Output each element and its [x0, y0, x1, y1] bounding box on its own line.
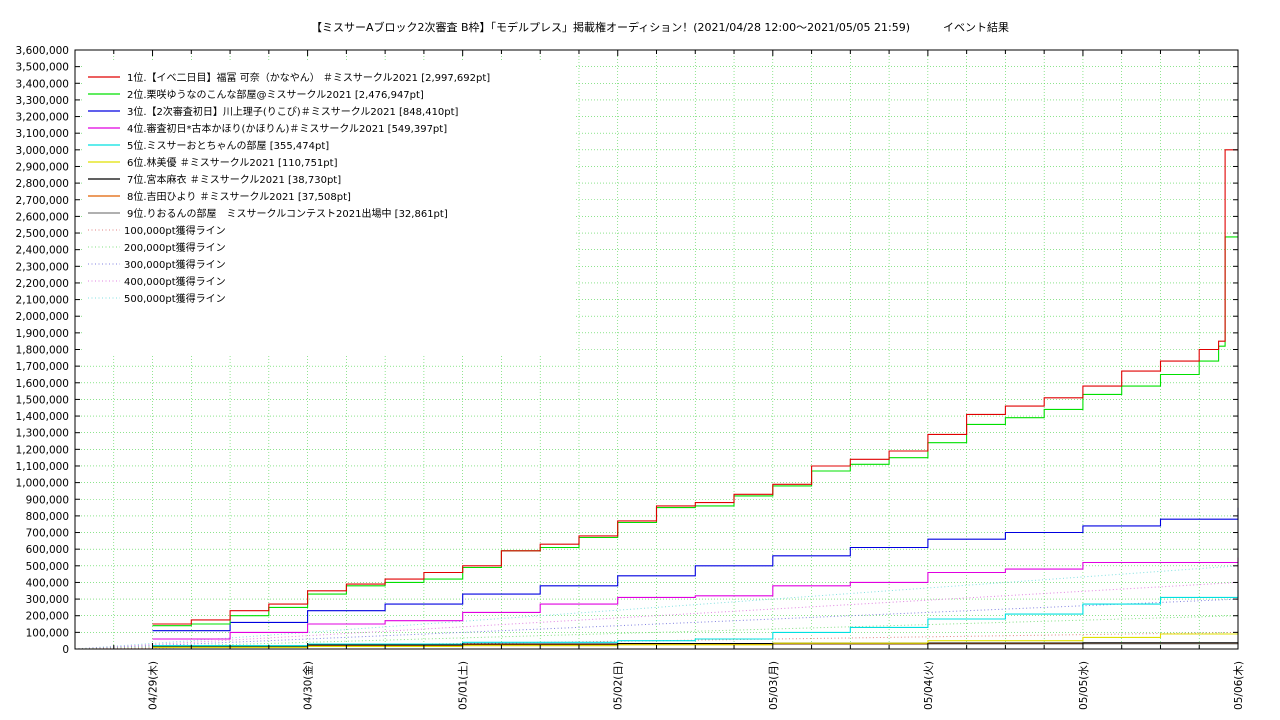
y-axis: 0 100,000 200,000 300,000 400,000 500,000 600,… — [16, 45, 1238, 656]
legend-entry: 2位.栗咲ゆうなのこんな部屋@ミスサークル2021 [2,476,947pt] — [88, 88, 424, 101]
chart-title: 【ミスサーAブロック2次審査 B枠】「モデルプレス」掲載権オーディション！(20… — [311, 20, 1009, 34]
legend-label: 2位.栗咲ゆうなのこんな部屋@ミスサークル2021 [2,476,947pt] — [127, 88, 424, 101]
legend-label: 6位.林美優 ＃ミスサークル2021 [110,751pt] — [127, 156, 338, 169]
legend-entry: 4位.審査初日*古本かほり(かほりん)＃ミスサークル2021 [549,397p… — [88, 122, 447, 135]
legend-entry: 300,000pt獲得ライン — [88, 258, 226, 271]
legend-label: 5位.ミスサーおとちゃんの部屋 [355,474pt] — [127, 139, 329, 152]
y-tick-label: 1,700,000 — [16, 361, 69, 373]
series-line-4 — [152, 557, 1239, 640]
legend-label: 9位.りおるんの部屋 ミスサークルコンテスト2021出場中 [32,861pt] — [127, 207, 448, 220]
y-tick-label: 3,100,000 — [16, 128, 69, 140]
y-tick-label: 2,700,000 — [16, 195, 69, 207]
y-tick-label: 400,000 — [26, 577, 69, 589]
y-tick-label: 1,800,000 — [16, 345, 69, 357]
legend: 1位.【イベ二日目】福冨 可奈（かなやん） ＃ミスサークル2021 [2,997… — [88, 71, 490, 305]
legend-entry: 7位.宮本麻衣 ＃ミスサークル2021 [38,730pt] — [88, 173, 341, 186]
x-tick-label: 05/03(月) — [768, 661, 780, 710]
y-tick-label: 1,600,000 — [16, 378, 69, 390]
y-tick-label: 0 — [62, 644, 69, 656]
series-line-1 — [152, 149, 1238, 625]
x-tick-label: 05/01(土) — [457, 661, 470, 710]
y-tick-label: 300,000 — [26, 594, 69, 606]
legend-label: 4位.審査初日*古本かほり(かほりん)＃ミスサークル2021 [549,397p… — [127, 122, 447, 135]
y-tick-label: 200,000 — [26, 611, 69, 623]
y-tick-label: 3,500,000 — [16, 62, 69, 74]
y-tick-label: 2,900,000 — [16, 161, 69, 173]
legend-background — [82, 60, 574, 356]
x-tick-label: 05/05(水) — [1078, 661, 1090, 710]
y-tick-label: 2,300,000 — [16, 261, 69, 273]
y-tick-label: 100,000 — [26, 627, 69, 639]
legend-label: 3位.【2次審査初日】川上理子(りこぴ)＃ミスサークル2021 [848,410… — [127, 105, 459, 118]
legend-entry: 500,000pt獲得ライン — [88, 292, 226, 305]
y-tick-label: 1,400,000 — [16, 411, 69, 423]
y-tick-label: 1,000,000 — [16, 478, 69, 490]
series-line-3 — [152, 507, 1239, 632]
legend-entry: 5位.ミスサーおとちゃんの部屋 [355,474pt] — [88, 139, 329, 152]
legend-entry: 1位.【イベ二日目】福冨 可奈（かなやん） ＃ミスサークル2021 [2,997… — [88, 71, 490, 84]
reference-line-2 — [74, 615, 1239, 650]
y-tick-label: 1,500,000 — [16, 394, 69, 406]
legend-label: 7位.宮本麻衣 ＃ミスサークル2021 [38,730pt] — [127, 173, 341, 186]
series-line-5 — [152, 589, 1239, 647]
legend-label: 200,000pt獲得ライン — [124, 241, 226, 254]
legend-entry: 9位.りおるんの部屋 ミスサークルコンテスト2021出場中 [32,861pt] — [88, 207, 448, 220]
y-tick-label: 600,000 — [26, 544, 69, 556]
y-tick-label: 2,200,000 — [16, 278, 69, 290]
y-tick-label: 1,300,000 — [16, 428, 69, 440]
x-axis: 04/29(木) 04/30(金) 05/01(土) 05/02(日) 05/03(月)… — [74, 50, 1245, 710]
y-tick-label: 3,300,000 — [16, 95, 69, 107]
legend-label: 100,000pt獲得ライン — [124, 224, 226, 237]
y-tick-label: 3,200,000 — [16, 112, 69, 124]
y-tick-label: 2,800,000 — [16, 178, 69, 190]
y-tick-label: 2,500,000 — [16, 228, 69, 240]
legend-label: 8位.吉田ひより ＃ミスサークル2021 [37,508pt] — [127, 190, 351, 203]
legend-label: 400,000pt獲得ライン — [124, 275, 226, 288]
legend-label: 300,000pt獲得ライン — [124, 258, 226, 271]
y-tick-label: 1,200,000 — [16, 444, 69, 456]
y-tick-label: 2,000,000 — [16, 311, 69, 323]
x-tick-label: 05/06(木) — [1233, 661, 1245, 710]
legend-entry: 8位.吉田ひより ＃ミスサークル2021 [37,508pt] — [88, 190, 351, 203]
reference-line-3 — [74, 598, 1239, 650]
legend-entry: 3位.【2次審査初日】川上理子(りこぴ)＃ミスサークル2021 [848,410… — [88, 105, 459, 118]
legend-label: 1位.【イベ二日目】福冨 可奈（かなやん） ＃ミスサークル2021 [2,997… — [127, 71, 490, 84]
legend-entry: 6位.林美優 ＃ミスサークル2021 [110,751pt] — [88, 156, 338, 169]
x-tick-label: 04/30(金) — [302, 661, 315, 710]
y-tick-label: 2,400,000 — [16, 245, 69, 257]
x-tick-label: 05/04(火) — [923, 661, 935, 710]
y-tick-label: 3,600,000 — [16, 45, 69, 57]
y-tick-label: 2,100,000 — [16, 295, 69, 307]
y-tick-label: 900,000 — [26, 494, 69, 506]
y-tick-label: 700,000 — [26, 528, 69, 540]
y-tick-label: 3,400,000 — [16, 78, 69, 90]
x-tick-label: 05/02(日) — [613, 661, 625, 710]
legend-entry: 400,000pt獲得ライン — [88, 275, 226, 288]
y-tick-label: 800,000 — [26, 511, 69, 523]
y-tick-label: 1,100,000 — [16, 461, 69, 473]
y-tick-label: 500,000 — [26, 561, 69, 573]
legend-label: 500,000pt獲得ライン — [124, 292, 226, 305]
x-tick-label: 04/29(木) — [148, 661, 160, 710]
legend-entry: 100,000pt獲得ライン — [88, 224, 226, 237]
y-tick-label: 1,900,000 — [16, 328, 69, 340]
y-tick-label: 3,000,000 — [16, 145, 69, 157]
y-tick-label: 2,600,000 — [16, 211, 69, 223]
legend-entry: 200,000pt獲得ライン — [88, 241, 226, 254]
